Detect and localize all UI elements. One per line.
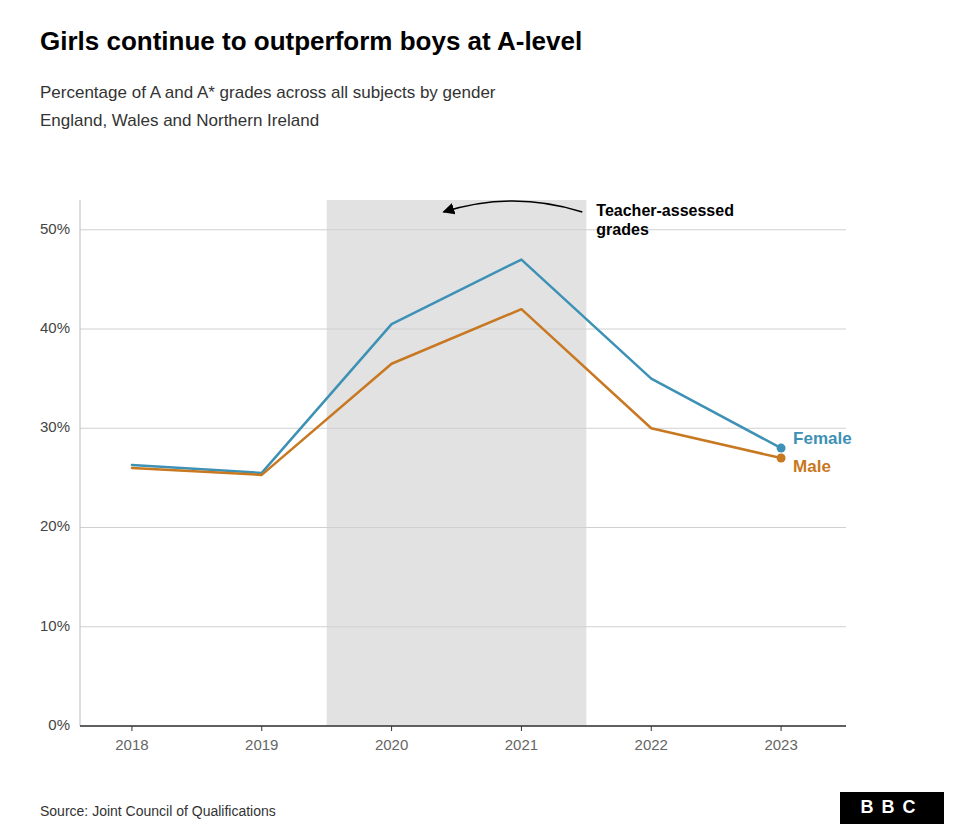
x-tick-label: 2022 [635, 736, 668, 753]
x-tick [521, 726, 522, 731]
shade-group [327, 200, 587, 726]
annotation: Teacher-assessed grades [596, 202, 734, 238]
y-tick-label: 10% [40, 617, 70, 634]
y-tick-label: 30% [40, 418, 70, 435]
x-tick-label: 2019 [245, 736, 278, 753]
annotation-line: grades [596, 221, 649, 238]
x-tick [781, 726, 782, 731]
grid-line [80, 428, 846, 429]
x-tick-label: 2018 [115, 736, 148, 753]
grid-line [80, 527, 846, 528]
annotation-line: Teacher-assessed [596, 202, 734, 219]
shaded-region [327, 200, 587, 726]
x-axis-line [80, 725, 846, 727]
x-tick [131, 726, 132, 731]
logo-box [840, 792, 944, 824]
chart-container: Girls continue to outperform boys at A-l… [0, 0, 976, 838]
grid-line [80, 329, 846, 330]
end-point [777, 444, 786, 453]
series-line [132, 309, 781, 475]
data-group [132, 260, 786, 475]
y-tick-label: 0% [48, 716, 70, 733]
x-tick [261, 726, 262, 731]
y-tick-label: 20% [40, 517, 70, 534]
x-tick-label: 2023 [764, 736, 797, 753]
subtitle: England, Wales and Northern Ireland [40, 111, 319, 130]
x-tick [391, 726, 392, 731]
annotation-arrow [444, 201, 583, 212]
logo: BBC [861, 797, 924, 817]
series-label: Male [793, 457, 831, 476]
page: {"chart_data": { "type": "line", "title"… [0, 0, 976, 838]
title: Girls continue to outperform boys at A-l… [40, 26, 582, 56]
x-tick [651, 726, 652, 731]
end-point [777, 454, 786, 463]
grid-line [80, 229, 846, 230]
chart: Girls continue to outperform boys at A-l… [0, 0, 976, 838]
grid-line [80, 626, 846, 627]
series-line [132, 260, 781, 473]
series-label: Female [793, 429, 852, 448]
y-tick-label: 50% [40, 220, 70, 237]
x-tick-label: 2021 [505, 736, 538, 753]
grid-line [80, 726, 846, 727]
x-tick-label: 2020 [375, 736, 408, 753]
y-tick-label: 40% [40, 319, 70, 336]
source: Source: Joint Council of Qualifications [40, 803, 276, 819]
subtitle: Percentage of A and A* grades across all… [40, 83, 496, 102]
y-axis-line [80, 200, 81, 726]
background [0, 0, 976, 838]
